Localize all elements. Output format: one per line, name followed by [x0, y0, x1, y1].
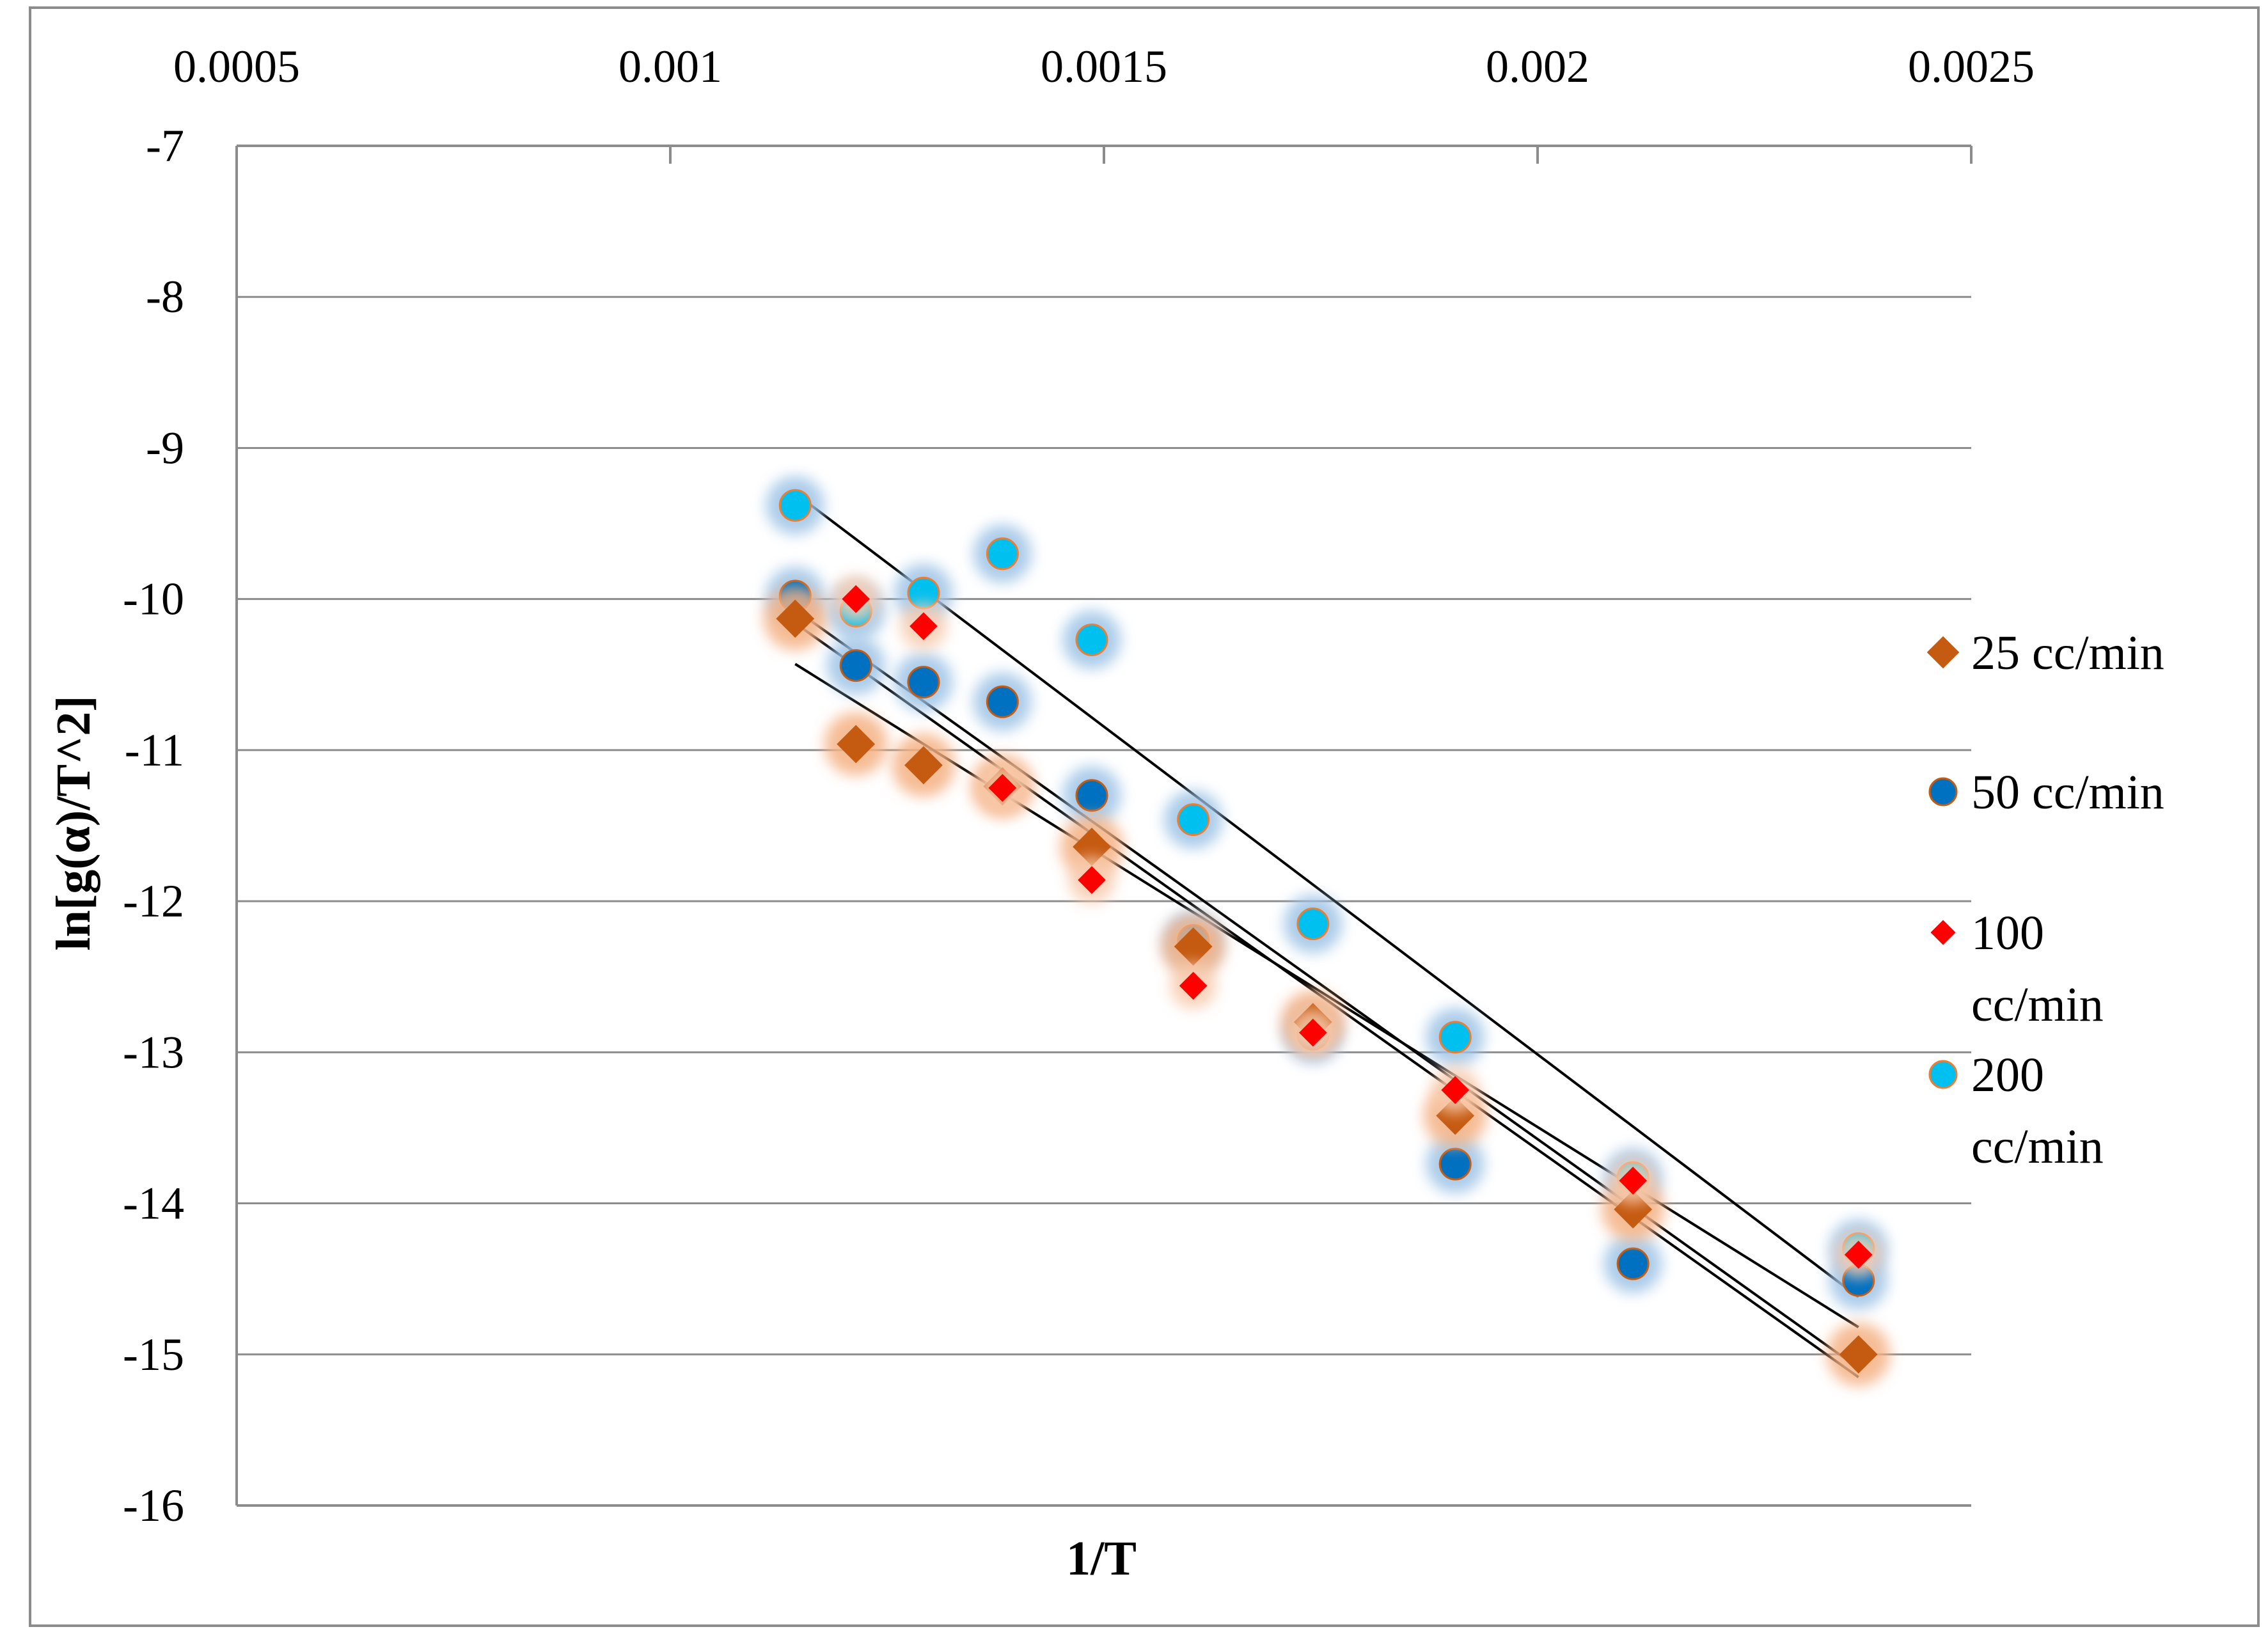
y-tick-label: -7	[146, 120, 184, 171]
data-point	[1062, 610, 1121, 670]
y-tick-label: -9	[146, 422, 184, 473]
data-point	[1603, 1234, 1662, 1293]
data-point	[1432, 1067, 1479, 1113]
y-tick-label: -14	[123, 1178, 184, 1229]
data-point	[833, 576, 879, 622]
data-point	[766, 476, 824, 535]
data-point	[1610, 1158, 1657, 1204]
y-tick-label: -11	[125, 725, 184, 776]
y-tick-label: -8	[146, 271, 184, 322]
data-point	[1062, 766, 1121, 825]
x-axis-title: 1/T	[1066, 1532, 1137, 1585]
grid	[237, 295, 1971, 1356]
data-point	[1162, 915, 1225, 979]
data-point	[826, 636, 885, 695]
x-tick-label: 0.0015	[1041, 41, 1167, 92]
data-point	[1060, 815, 1124, 879]
data-point	[973, 672, 1032, 731]
data-point	[973, 524, 1032, 583]
legend-label: 50 cc/min	[1971, 766, 2164, 819]
data-point	[1426, 1008, 1484, 1067]
legend-item: 200 cc/min	[1928, 1048, 2104, 1174]
y-tick-label: -12	[123, 876, 184, 927]
data-point	[900, 603, 947, 650]
legend-item: 50 cc/min	[1928, 766, 2164, 819]
y-tick-label: -16	[123, 1480, 184, 1531]
legend-label: 100 cc/min	[1971, 906, 2104, 1032]
x-tick-label: 0.0025	[1908, 41, 2035, 92]
data-point	[763, 586, 827, 650]
y-tick-label: -13	[123, 1026, 184, 1078]
chart-border	[29, 6, 2260, 1627]
legend-item: 25 cc/min	[1926, 626, 2164, 680]
data-point	[1164, 790, 1223, 849]
y-tick-label: -15	[123, 1329, 184, 1380]
data-point	[1284, 894, 1343, 954]
legend-label: 200 cc/min	[1971, 1048, 2104, 1174]
data-point	[1928, 1060, 1958, 1089]
data-point	[1835, 1231, 1882, 1278]
data-point	[1170, 963, 1217, 1009]
data-points	[763, 476, 1891, 1387]
data-point	[1289, 1009, 1336, 1056]
data-point	[1827, 1323, 1891, 1387]
data-point	[894, 563, 953, 622]
data-point	[979, 764, 1026, 812]
tick-labels: -7 -8 -9 -10 -11 -12 -13 -14 -15 -16 0.0005 0.001 0.…	[123, 41, 2035, 1531]
data-point	[824, 712, 888, 776]
axes	[235, 145, 1973, 1507]
trendline	[794, 608, 1859, 1369]
trendline	[794, 492, 1859, 1298]
data-point	[892, 734, 956, 797]
data-point	[1926, 636, 1960, 669]
legend-label: 25 cc/min	[1971, 626, 2164, 680]
y-tick-label: -10	[123, 574, 184, 625]
x-tick-label: 0.002	[1486, 41, 1589, 92]
x-tick-label: 0.001	[618, 41, 722, 92]
data-point	[1426, 1135, 1484, 1193]
data-point	[894, 652, 953, 712]
data-point	[1068, 856, 1115, 904]
x-tick-label: 0.0005	[173, 41, 300, 92]
data-point	[1928, 777, 1958, 806]
y-axis-title: ln[g(α)/T^2]	[47, 696, 100, 951]
legend-item: 100 cc/min	[1930, 906, 2104, 1032]
legend: 25 cc/min 50 cc/min 100 cc/min 200 cc/min	[1926, 626, 2164, 1174]
data-point	[1930, 920, 1956, 945]
